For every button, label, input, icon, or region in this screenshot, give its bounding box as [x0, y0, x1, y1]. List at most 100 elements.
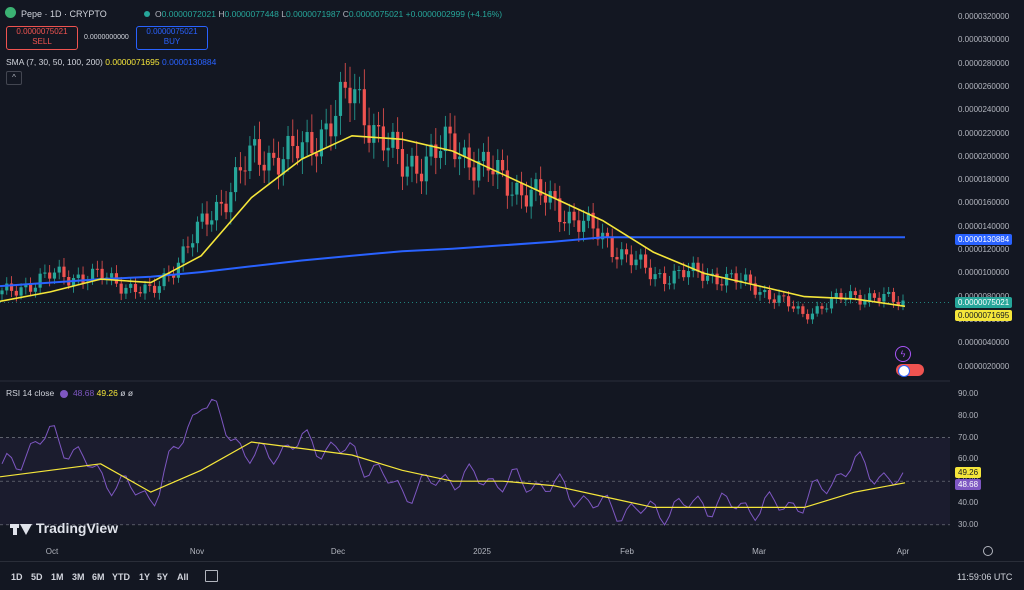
timeframe-button[interactable]: YTD: [112, 572, 130, 582]
candle-body: [162, 273, 166, 287]
date-range-icon[interactable]: [205, 570, 218, 582]
timeframe-button[interactable]: 1M: [51, 572, 64, 582]
rsi-tick: 90.00: [958, 389, 979, 398]
candle-body: [334, 115, 338, 137]
candle-body: [725, 273, 729, 286]
candle-body: [300, 142, 304, 159]
rsi-label: RSI 14 close: [6, 388, 55, 398]
rsi-tick: 80.00: [958, 410, 979, 420]
candle-body: [205, 213, 209, 225]
timeframe-button[interactable]: 1D: [11, 572, 23, 582]
candle-body: [877, 297, 881, 302]
time-tick: Apr: [896, 547, 910, 556]
candle-body: [338, 81, 343, 116]
candle-body: [138, 292, 142, 294]
ohlc-readout: O0.0000072021 H0.0000077448 L0.000007198…: [155, 9, 502, 19]
timeframe-button[interactable]: All: [177, 572, 189, 582]
flash-event-icon[interactable]: ϟ: [895, 346, 911, 362]
timeframe-button[interactable]: 3M: [72, 572, 85, 582]
change-value: +0.0000002999 (+4.16%): [405, 9, 503, 19]
candle-body: [901, 300, 905, 306]
candle-body: [286, 135, 290, 160]
candle-body: [801, 306, 805, 314]
rsi-line: [1, 398, 904, 526]
candle-body: [224, 203, 228, 213]
rsi-tick: 30.00: [958, 519, 979, 529]
candle-body: [238, 167, 242, 171]
candle-body: [882, 293, 886, 302]
time-tick: Dec: [330, 547, 346, 556]
candle-body: [686, 271, 691, 278]
price-tick: 0.0000300000: [958, 35, 1010, 45]
open-value: 0.0000072021: [161, 9, 216, 19]
candle-body: [610, 237, 614, 258]
sma-legend[interactable]: SMA (7, 30, 50, 100, 200) 0.0000071695 0…: [6, 57, 216, 67]
candle-body: [863, 300, 867, 305]
candle-body: [267, 152, 271, 171]
candle-body: [887, 291, 891, 294]
price-tick: 0.0000040000: [958, 338, 1010, 348]
price-chart[interactable]: [0, 0, 950, 540]
candle-body: [14, 290, 18, 296]
symbol-title[interactable]: Pepe · 1D · CRYPTO: [21, 9, 107, 19]
rsi-legend[interactable]: RSI 14 close 48.68 49.26 ø ø: [6, 388, 133, 398]
candle-body: [896, 301, 900, 306]
candle-body: [357, 89, 362, 91]
sma-yellow-price-tag: 0.0000071695: [955, 310, 1013, 321]
candle-body: [653, 274, 657, 280]
open-label: O: [155, 9, 162, 19]
axis-settings-icon[interactable]: [983, 546, 993, 556]
candle-body: [562, 222, 567, 224]
collapse-legend-button[interactable]: ^: [6, 71, 22, 85]
candle-body: [605, 232, 610, 238]
candle-body: [24, 284, 28, 288]
candle-body: [539, 179, 543, 196]
rsi-settings-icon[interactable]: [59, 389, 68, 398]
candle-body: [543, 195, 548, 203]
timeframe-button[interactable]: 1Y: [139, 572, 151, 582]
close-value: 0.0000075021: [348, 9, 404, 19]
sma-label: SMA (7, 30, 50, 100, 200): [6, 57, 103, 67]
candle-body: [305, 132, 309, 143]
sell-label: SELL: [32, 37, 52, 46]
sma200-line: [0, 236, 906, 288]
candle-body: [477, 161, 481, 181]
candle-body: [505, 170, 509, 196]
candle-body: [453, 133, 457, 160]
candle-body: [343, 81, 347, 88]
timeframe-button[interactable]: 5Y: [157, 572, 169, 582]
candle-body: [758, 292, 762, 295]
candle-body: [777, 295, 781, 303]
price-tick: 0.0000240000: [958, 105, 1010, 115]
candle-body: [424, 156, 428, 182]
candle-body: [315, 153, 319, 157]
candle-body: [515, 182, 519, 195]
candle-body: [81, 274, 85, 283]
timeframe-button[interactable]: 6M: [92, 572, 105, 582]
candle-body: [0, 290, 4, 295]
timeframe-button[interactable]: 5D: [31, 572, 43, 582]
clock-time[interactable]: 11:59:06 UTC: [957, 572, 1013, 582]
candle-body: [129, 283, 133, 288]
price-tick: 0.0000220000: [958, 128, 1010, 138]
candle-body: [429, 144, 433, 157]
candle-body: [324, 123, 328, 130]
candle-body: [186, 246, 190, 248]
candle-body: [281, 159, 285, 175]
high-label: H: [218, 9, 225, 19]
candle-body: [510, 194, 514, 196]
candle-body: [791, 306, 795, 309]
candle-body: [701, 271, 705, 281]
candle-body: [19, 287, 23, 296]
candle-body: [558, 198, 562, 223]
candle-body: [295, 146, 300, 159]
candle-body: [119, 283, 123, 294]
candle-body: [567, 211, 571, 224]
rsi-tick: 60.00: [958, 454, 979, 464]
candle-body: [763, 290, 767, 293]
candle-body: [534, 179, 538, 190]
candle-body: [615, 257, 619, 260]
candle-body: [572, 211, 576, 221]
buy-button[interactable]: 0.0000075021 BUY: [136, 26, 208, 50]
sell-button[interactable]: 0.0000075021 SELL: [6, 26, 78, 50]
